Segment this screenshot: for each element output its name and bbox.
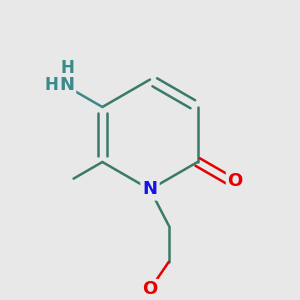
Text: H: H	[44, 76, 58, 94]
Text: N: N	[142, 181, 158, 199]
Text: O: O	[142, 280, 158, 298]
Text: N: N	[60, 76, 75, 94]
Text: H: H	[60, 59, 74, 77]
Text: O: O	[227, 172, 242, 190]
